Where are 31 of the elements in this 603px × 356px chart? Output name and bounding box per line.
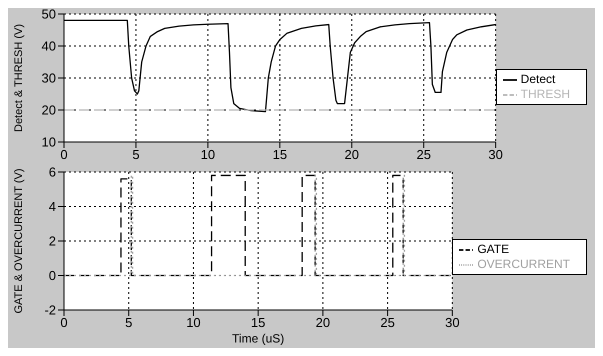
- x-tick-label: 10: [200, 147, 216, 162]
- x-tick-label: 0: [60, 147, 68, 162]
- x-tick-label: 5: [132, 147, 140, 162]
- legend-label: THRESH: [520, 87, 570, 101]
- x-tick-label: 10: [186, 315, 201, 330]
- legend-label: OVERCURRENT: [477, 257, 570, 271]
- x-tick-label: 15: [250, 315, 266, 330]
- y-tick-label: 50: [42, 6, 56, 22]
- y-tick-label: 6: [48, 164, 56, 180]
- y-tick-label: 40: [42, 38, 56, 54]
- x-axis-title: Time (uS): [232, 332, 284, 346]
- legend-label: Detect: [520, 72, 556, 86]
- y-tick-label: 2: [48, 234, 56, 249]
- y-tick-label: -2: [44, 302, 56, 318]
- x-tick-label: 5: [125, 315, 132, 330]
- y-axis-title: Detect & THRESH (V): [12, 24, 25, 132]
- x-tick-label: 0: [60, 315, 68, 330]
- x-tick-label: 20: [316, 315, 330, 330]
- y-tick-label: 30: [42, 70, 56, 86]
- y-tick-label: 4: [48, 199, 56, 214]
- x-tick-label: 25: [380, 315, 395, 330]
- x-tick-label: 20: [344, 147, 360, 162]
- x-tick-label: 30: [445, 315, 460, 330]
- y-tick-label: 10: [42, 134, 56, 150]
- y-axis-title: GATE & OVERCURRENT (V): [12, 168, 25, 314]
- y-tick-label: 20: [42, 102, 56, 118]
- y-tick-label: 0: [48, 268, 56, 284]
- x-tick-label: 15: [272, 147, 288, 162]
- x-tick-label: 25: [416, 147, 431, 162]
- x-tick-label: 30: [488, 147, 503, 162]
- legend-label: GATE: [477, 242, 510, 256]
